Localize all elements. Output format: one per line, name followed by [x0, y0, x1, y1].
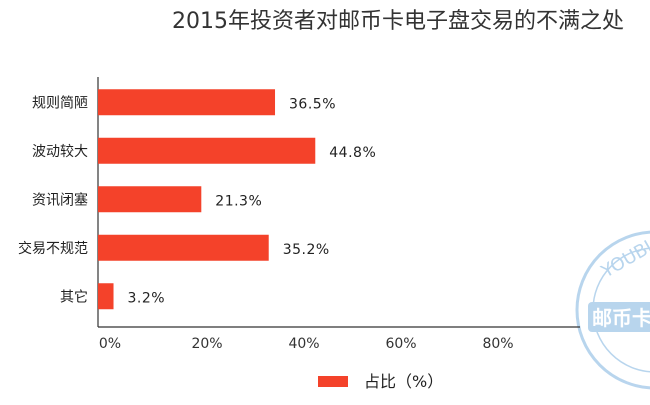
category-label: 资讯闭塞 — [32, 191, 88, 208]
category-label: 其它 — [60, 288, 88, 305]
stamp-text-main: 邮币卡 — [592, 306, 650, 330]
value-label: 44.8% — [329, 145, 376, 161]
x-tick-label: 0% — [99, 336, 121, 352]
bars — [98, 89, 316, 310]
legend: 占比（%） — [318, 372, 443, 391]
value-label: 3.2% — [128, 290, 166, 306]
value-label: 21.3% — [215, 193, 262, 209]
bar — [98, 186, 202, 213]
value-label: 36.5% — [289, 96, 336, 112]
chart-title: 2015年投资者对邮币卡电子盘交易的不满之处 — [172, 9, 624, 34]
bar — [98, 137, 316, 164]
legend-swatch — [318, 376, 348, 387]
x-tick-label: 80% — [482, 336, 513, 352]
bar — [98, 89, 276, 116]
category-label: 波动较大 — [32, 144, 88, 160]
x-tick-label: 20% — [191, 336, 222, 352]
stamp-text-top: YOUBI — [597, 237, 650, 283]
x-ticks: 0% 20% 40% 60% 80% — [99, 336, 514, 352]
stamp-band — [588, 302, 650, 332]
category-label: 规则简陋 — [32, 94, 88, 111]
value-labels: 36.5% 44.8% 21.3% 35.2% 3.2% — [128, 96, 376, 306]
bar — [98, 234, 269, 261]
stamp-watermark: YOUBI 邮币卡 — [575, 230, 650, 390]
category-label: 交易不规范 — [18, 240, 88, 257]
x-tick-label: 40% — [288, 336, 319, 352]
bar — [98, 283, 114, 310]
value-label: 35.2% — [283, 242, 330, 258]
legend-label: 占比（%） — [364, 372, 443, 391]
x-tick-label: 60% — [385, 336, 416, 352]
